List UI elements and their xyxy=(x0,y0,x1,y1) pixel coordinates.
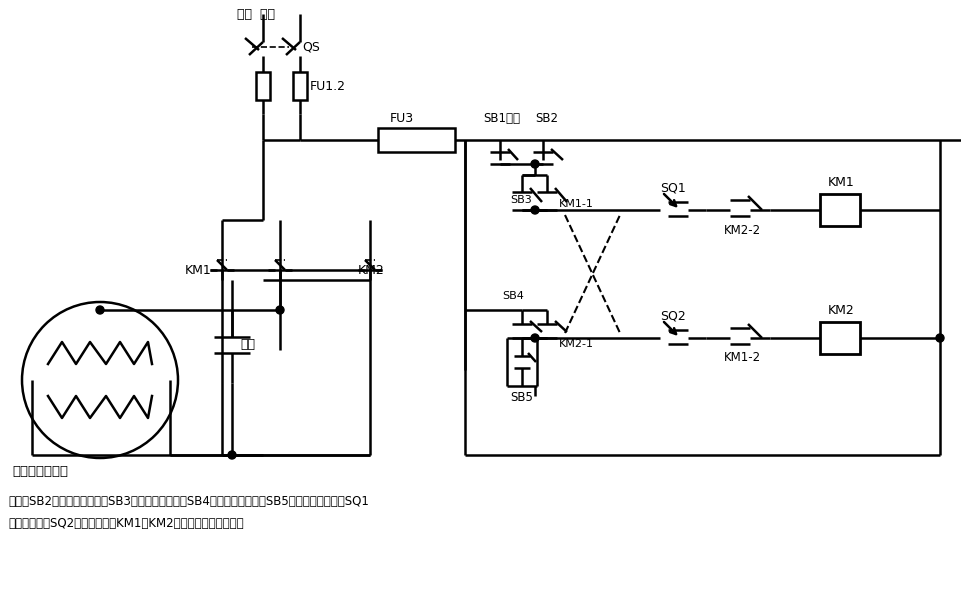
Text: KM2-1: KM2-1 xyxy=(558,339,593,349)
Text: KM2-2: KM2-2 xyxy=(724,224,760,236)
Text: KM1-1: KM1-1 xyxy=(558,199,593,209)
Text: KM2: KM2 xyxy=(827,303,854,317)
Text: SQ1: SQ1 xyxy=(659,181,685,194)
Bar xyxy=(256,72,270,100)
Circle shape xyxy=(935,334,943,342)
Text: FU3: FU3 xyxy=(389,111,413,124)
Bar xyxy=(293,72,307,100)
Bar xyxy=(819,194,859,226)
Text: SQ2: SQ2 xyxy=(659,309,685,323)
Text: 火线  零线: 火线 零线 xyxy=(236,7,275,21)
Bar xyxy=(378,128,455,152)
Text: SB3: SB3 xyxy=(509,195,531,205)
Text: KM1: KM1 xyxy=(185,264,211,276)
Bar xyxy=(819,322,859,354)
Text: 说明：SB2为上升启动按钮，SB3为上升点动按钮，SB4为下降启动按钮，SB5为下降点动按钮；SQ1: 说明：SB2为上升启动按钮，SB3为上升点动按钮，SB4为下降启动按钮，SB5为… xyxy=(8,496,368,509)
Text: KM2: KM2 xyxy=(357,264,384,276)
Text: KM1: KM1 xyxy=(827,175,854,189)
Circle shape xyxy=(530,206,538,214)
Text: 电容: 电容 xyxy=(239,339,255,351)
Circle shape xyxy=(530,334,538,342)
Text: SB5: SB5 xyxy=(509,392,532,404)
Text: KM1-2: KM1-2 xyxy=(724,351,760,365)
Text: SB4: SB4 xyxy=(502,291,524,301)
Text: SB1停止: SB1停止 xyxy=(482,111,520,124)
Circle shape xyxy=(276,306,283,314)
Circle shape xyxy=(96,306,104,314)
Text: 单相电容电动机: 单相电容电动机 xyxy=(12,465,68,479)
Text: QS: QS xyxy=(302,41,320,54)
Text: SB2: SB2 xyxy=(534,111,557,124)
Text: 为最高限位，SQ2为最低限位。KM1、KM2可用中间继电器代替。: 为最高限位，SQ2为最低限位。KM1、KM2可用中间继电器代替。 xyxy=(8,518,243,530)
Circle shape xyxy=(228,451,235,459)
Circle shape xyxy=(530,160,538,168)
Text: FU1.2: FU1.2 xyxy=(309,80,346,93)
